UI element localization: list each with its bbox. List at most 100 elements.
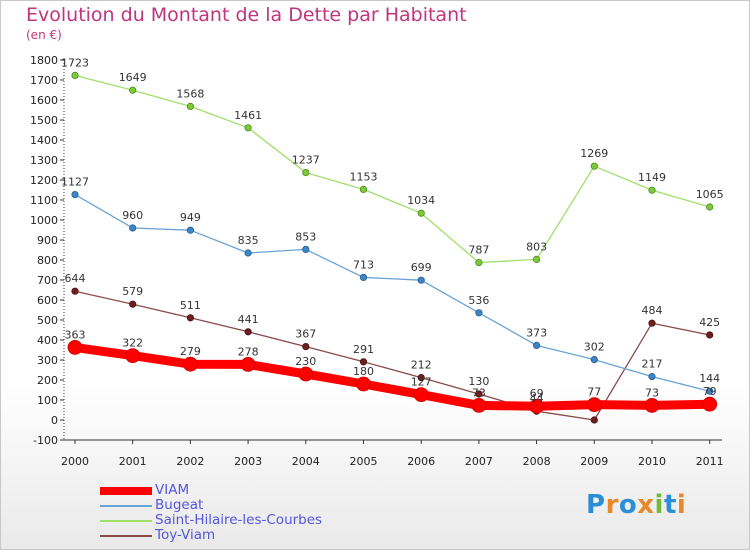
- legend-label: Toy-Viam: [155, 527, 216, 543]
- x-tick-label: 2000: [61, 455, 89, 468]
- y-tick-label: 1400: [30, 134, 58, 147]
- x-tick-label: 2007: [465, 455, 493, 468]
- x-tick-label: 2008: [523, 455, 551, 468]
- data-point: [471, 397, 487, 413]
- data-point: [129, 300, 137, 308]
- data-point: [240, 356, 256, 372]
- logo-letter: i: [676, 490, 687, 520]
- data-label: 1034: [407, 194, 435, 207]
- x-tick-label: 2003: [234, 455, 262, 468]
- data-point: [417, 209, 425, 217]
- data-point: [298, 366, 314, 382]
- y-tick-label: 500: [37, 314, 58, 327]
- proxiti-logo: Proxiti: [586, 490, 686, 520]
- data-point: [186, 102, 194, 111]
- y-tick-label: 1700: [30, 74, 58, 87]
- data-label: 441: [238, 313, 259, 326]
- data-point: [644, 397, 660, 413]
- data-label: 1153: [350, 170, 378, 183]
- data-label: 279: [180, 345, 201, 358]
- y-tick-label: 1300: [30, 154, 58, 167]
- data-label: 278: [238, 345, 259, 358]
- data-point: [244, 124, 252, 132]
- data-label: 373: [526, 326, 547, 339]
- logo-letter: P: [586, 490, 606, 520]
- axes: -100 0 100 200 300 400 500 600 700 800 900 1000 1100…: [30, 54, 724, 468]
- data-point: [302, 245, 310, 253]
- chart-unit-label: (en €): [26, 28, 62, 42]
- data-point: [125, 348, 141, 364]
- data-point: [413, 387, 429, 403]
- data-point: [356, 376, 371, 392]
- y-tick-label: 600: [37, 294, 58, 307]
- y-tick-label: 700: [37, 274, 58, 287]
- data-label: 217: [642, 358, 663, 371]
- data-point: [71, 287, 79, 295]
- data-point: [590, 355, 598, 364]
- data-point: [590, 416, 598, 424]
- data-point: [186, 226, 194, 234]
- data-label: 1149: [638, 171, 666, 184]
- legend-label: Bugeat: [155, 497, 204, 513]
- logo-letter: t: [663, 490, 677, 520]
- series-saint-hilaire-les-courbes: [71, 71, 714, 267]
- logo-letter: i: [654, 490, 664, 520]
- y-tick-label: 1500: [30, 114, 58, 127]
- y-tick-label: 1200: [30, 174, 58, 187]
- legend-swatch: [100, 535, 152, 537]
- x-tick-label: 2005: [350, 455, 378, 468]
- data-point: [359, 358, 368, 366]
- data-label: 713: [353, 258, 374, 271]
- data-point: [529, 398, 544, 414]
- data-point: [706, 203, 714, 211]
- data-label: 1127: [61, 176, 89, 189]
- data-point: [475, 390, 483, 398]
- data-label: 835: [238, 234, 259, 247]
- data-label: 484: [642, 304, 663, 317]
- data-label: 73: [645, 386, 659, 399]
- y-tick-label: 1000: [30, 214, 58, 227]
- legend-label: Saint-Hilaire-les-Courbes: [155, 512, 323, 528]
- data-label: 230: [295, 355, 316, 368]
- data-point: [129, 86, 137, 94]
- data-point: [532, 341, 541, 349]
- data-label: 1649: [119, 71, 147, 84]
- data-label: 787: [468, 244, 489, 257]
- data-point: [417, 276, 425, 284]
- data-point: [706, 387, 714, 395]
- series-bugeat: [71, 191, 714, 395]
- data-label: 699: [411, 261, 432, 274]
- x-tick-label: 2001: [119, 455, 147, 468]
- y-tick-label: 1100: [30, 194, 58, 207]
- data-point: [182, 356, 198, 372]
- data-label: 803: [526, 240, 547, 253]
- data-point: [359, 273, 368, 281]
- data-point: [475, 258, 483, 267]
- data-label: 1568: [176, 87, 204, 100]
- data-label: 144: [699, 372, 720, 385]
- data-point: [71, 191, 79, 199]
- data-point: [302, 342, 310, 351]
- y-tick-label: 0: [51, 414, 58, 427]
- x-tick-label: 2009: [580, 455, 608, 468]
- logo-letter: o: [618, 490, 638, 520]
- data-label: 1269: [580, 147, 608, 160]
- data-point: [648, 372, 656, 381]
- chart-title: Evolution du Montant de la Dette par Hab…: [26, 4, 467, 26]
- data-point: [532, 255, 541, 263]
- data-label: 212: [411, 359, 432, 372]
- series-line: [74, 74, 711, 264]
- data-label: 363: [65, 328, 86, 341]
- x-tick-label: 2010: [638, 455, 666, 468]
- y-tick-label: 900: [37, 234, 58, 247]
- data-label: 425: [699, 316, 720, 329]
- x-tick-label: 2004: [292, 455, 320, 468]
- data-label: 949: [180, 211, 201, 224]
- x-tick-label: 2006: [407, 455, 435, 468]
- data-point: [186, 314, 194, 322]
- series-line: [70, 342, 715, 411]
- data-label: 1065: [696, 188, 724, 201]
- y-tick-label: 200: [37, 374, 58, 387]
